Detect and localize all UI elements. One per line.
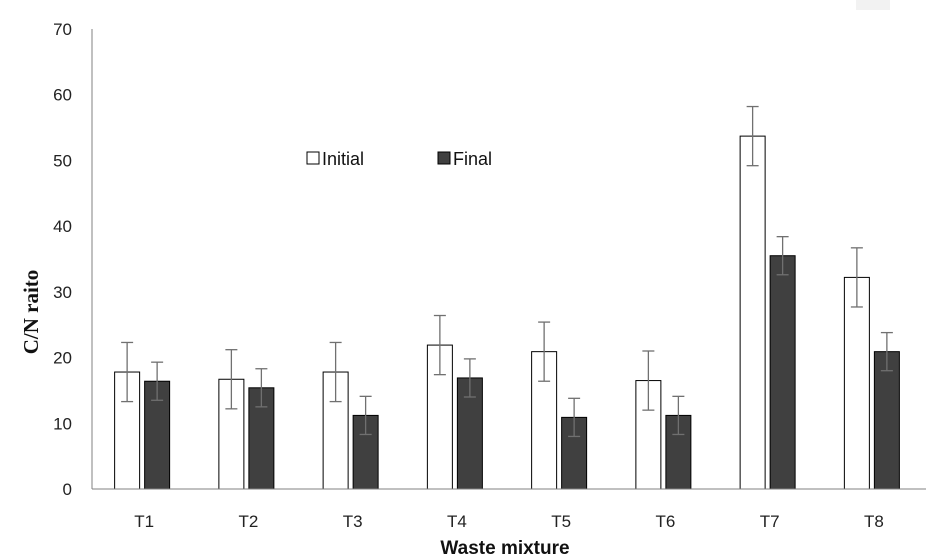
error-bar-initial-t3 <box>329 341 342 403</box>
y-axis-title: C/N raito <box>19 270 43 355</box>
legend-label-final: Final <box>453 149 492 169</box>
error-bar-final-t8 <box>880 331 893 372</box>
y-tick-label: 50 <box>53 151 72 170</box>
error-bar-final-t5 <box>568 397 581 438</box>
legend-label-initial: Initial <box>322 149 364 169</box>
error-bar-initial-t8 <box>850 247 863 308</box>
legend: Initial Final <box>306 149 492 169</box>
bar-initial-t7 <box>739 135 766 490</box>
bar-final-t7 <box>769 255 796 490</box>
x-tick-label: T5 <box>551 512 571 531</box>
error-bar-initial-t6 <box>642 350 655 411</box>
y-tick-label: 0 <box>63 480 72 499</box>
error-bar-final-t6 <box>672 395 685 436</box>
error-bar-final-t1 <box>151 361 164 401</box>
y-axis-ticks: 0 10 20 30 40 50 60 70 <box>53 20 72 499</box>
y-tick-label: 40 <box>53 217 72 236</box>
error-bar-initial-t5 <box>538 321 551 382</box>
error-bar-initial-t1 <box>121 341 134 403</box>
corner-mark <box>856 0 890 10</box>
x-tick-label: T7 <box>760 512 780 531</box>
bar-initial-t8 <box>843 276 870 490</box>
y-tick-label: 10 <box>53 414 72 433</box>
error-bar-final-t7 <box>776 236 789 276</box>
y-tick-label: 60 <box>53 86 72 105</box>
bar-final-t5 <box>561 416 588 490</box>
x-tick-label: T6 <box>655 512 675 531</box>
x-axis-ticks: T1 T2 T3 T4 T5 T6 T7 T8 <box>134 512 884 531</box>
legend-swatch-final <box>437 151 451 165</box>
x-tick-label: T1 <box>134 512 154 531</box>
x-tick-label: T8 <box>864 512 884 531</box>
x-tick-label: T2 <box>238 512 258 531</box>
y-tick-label: 20 <box>53 349 72 368</box>
bar-final-t8 <box>873 351 900 490</box>
error-bar-final-t3 <box>359 395 372 436</box>
legend-swatch-initial <box>306 151 320 165</box>
y-tick-label: 30 <box>53 283 72 302</box>
error-bar-final-t4 <box>463 358 476 398</box>
x-tick-label: T4 <box>447 512 467 531</box>
error-bar-initial-t7 <box>746 105 759 167</box>
error-bars <box>121 105 893 438</box>
error-bar-initial-t4 <box>433 314 446 376</box>
y-tick-label: 70 <box>53 20 72 39</box>
x-axis-title: Waste mixture <box>440 538 569 559</box>
error-bar-initial-t2 <box>225 349 238 410</box>
x-tick-label: T3 <box>343 512 363 531</box>
error-bar-final-t2 <box>255 368 268 408</box>
